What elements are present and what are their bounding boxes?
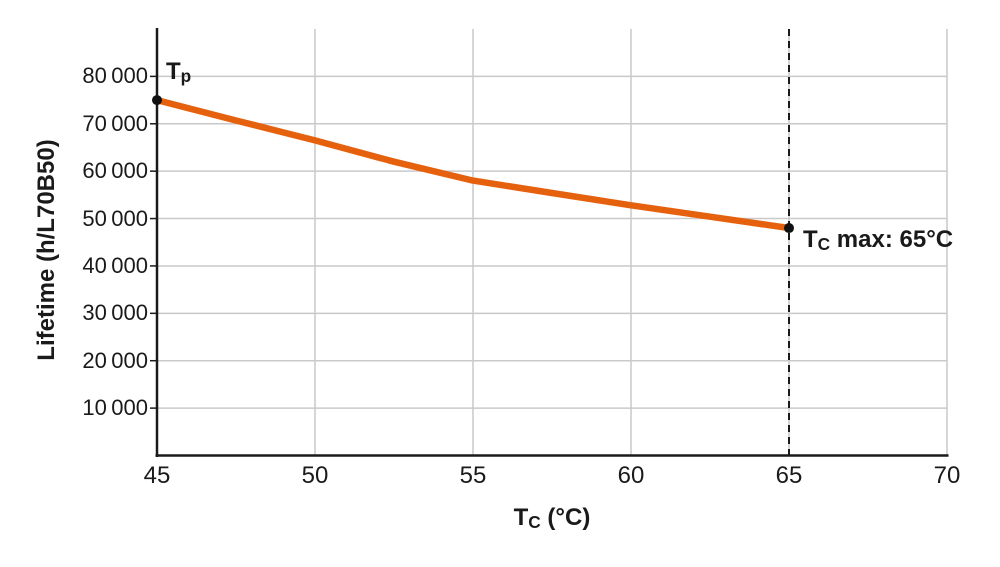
- lifetime-curve: [153, 96, 793, 232]
- y-tick-label: 50 000: [82, 205, 148, 231]
- annotation-subscript: p: [180, 66, 192, 87]
- annotation-tp: Tp: [166, 59, 191, 89]
- y-tick-label: 60 000: [82, 158, 148, 184]
- y-tick-label: 40 000: [82, 252, 148, 278]
- annotation-symbol: T: [166, 58, 181, 86]
- x-tick-label: 70: [933, 462, 961, 489]
- x-tick-label: 50: [301, 462, 329, 489]
- y-tick-label: 30 000: [82, 300, 148, 326]
- annotation-symbol: T: [803, 226, 818, 254]
- x-tick-label: 45: [143, 462, 171, 489]
- annotation-subscript: C: [817, 234, 831, 255]
- y-axis-title: Lifetime (h/L70B50): [33, 139, 60, 361]
- y-tick-label: 70 000: [82, 110, 148, 136]
- x-tick-label: 60: [617, 462, 645, 489]
- y-tick-label: 20 000: [82, 347, 148, 373]
- annotation-tc-max: TC max: 65°C: [803, 227, 953, 257]
- x-axis-title-subscript: C: [528, 512, 541, 533]
- data-point-marker: [784, 223, 794, 234]
- x-axis-title-symbol: T: [513, 504, 529, 531]
- y-tick-label: 10 000: [82, 395, 148, 421]
- annotation-text: max: 65°C: [830, 226, 954, 254]
- x-axis-title-unit: (°C): [540, 504, 591, 531]
- x-tick-label: 65: [775, 462, 803, 489]
- x-tick-label: 55: [459, 462, 487, 489]
- x-axis-title: TC (°C): [452, 504, 652, 533]
- y-tick-label: 80 000: [82, 63, 148, 89]
- data-point-marker: [152, 95, 162, 106]
